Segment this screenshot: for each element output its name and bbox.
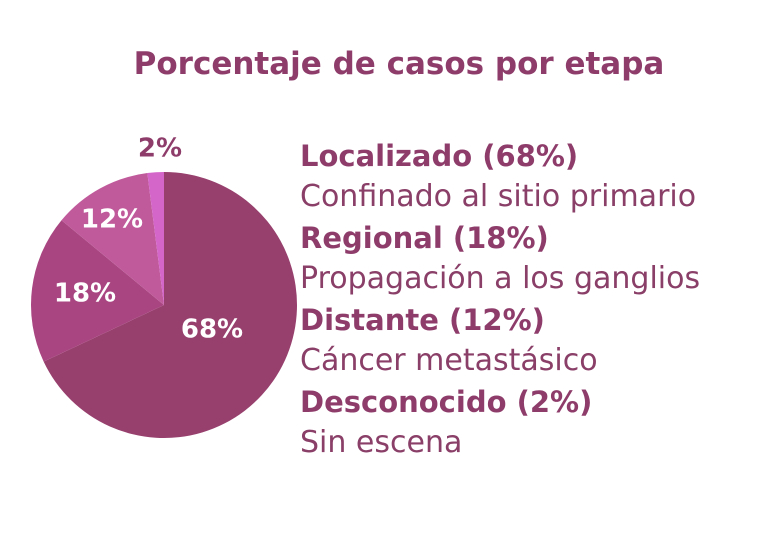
legend-description: Cáncer metastásico xyxy=(300,343,598,378)
slice-label-2: 2% xyxy=(138,134,182,164)
legend-name: Distante (12%) xyxy=(300,303,545,337)
pie-slice-12 xyxy=(61,173,164,305)
legend-item-distante: Distante (12%) Cáncer metastásico xyxy=(300,300,700,382)
legend-description: Confinado al sitio primario xyxy=(300,179,697,214)
pie-slice-68 xyxy=(43,172,298,438)
legend-name: Desconocido (2%) xyxy=(300,385,593,419)
legend-item-desconocido: Desconocido (2%) Sin escena xyxy=(300,382,700,464)
chart-title: Porcentaje de casos por etapa xyxy=(133,46,665,82)
legend-item-regional: Regional (18%) Propagación a los ganglio… xyxy=(300,218,700,300)
slice-label-68: 68% xyxy=(181,315,243,345)
pie-slice-18 xyxy=(30,220,164,362)
legend: Localizado (68%) Confinado al sitio prim… xyxy=(300,136,700,464)
legend-name: Localizado (68%) xyxy=(300,139,579,173)
legend-item-localizado: Localizado (68%) Confinado al sitio prim… xyxy=(300,136,700,218)
legend-description: Sin escena xyxy=(300,425,463,460)
slice-label-12: 12% xyxy=(81,205,143,235)
legend-description: Propagación a los ganglios xyxy=(300,261,701,296)
legend-name: Regional (18%) xyxy=(300,221,549,255)
slice-label-18: 18% xyxy=(54,279,116,309)
pie-slice-2 xyxy=(147,172,164,305)
